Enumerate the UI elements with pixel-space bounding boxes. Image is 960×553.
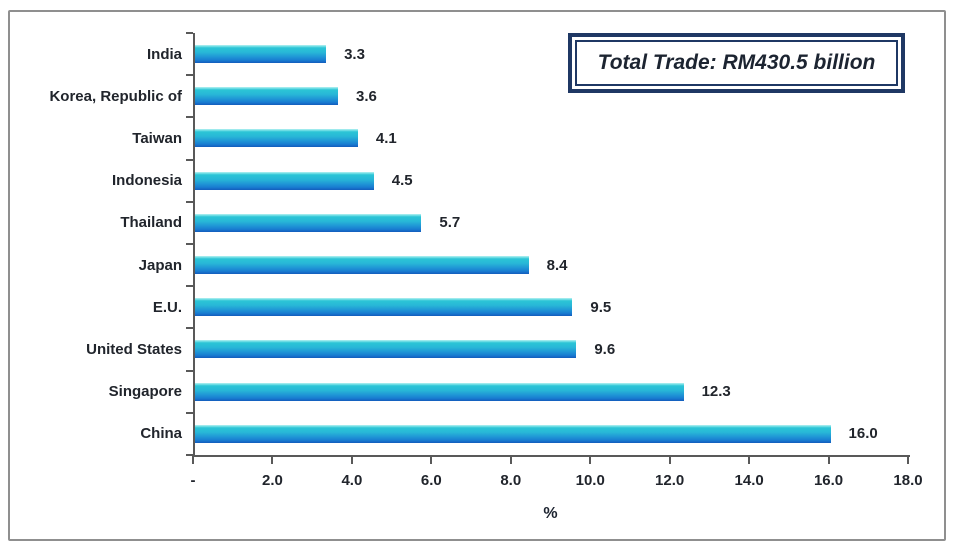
x-axis-title: %: [543, 505, 558, 522]
x-axis-tick-label: 14.0: [734, 472, 764, 489]
x-axis-tick: [430, 455, 433, 464]
category-label: Indonesia: [111, 172, 182, 190]
bar-value-label: 4.1: [375, 129, 397, 147]
category-label: Thailand: [120, 214, 182, 232]
y-axis-tick: [186, 243, 193, 245]
bar: [195, 45, 327, 64]
total-trade-annotation-text: Total Trade: RM430.5 billion: [597, 51, 876, 74]
x-axis-tick: [509, 455, 512, 464]
bar: [195, 171, 374, 190]
y-axis-tick: [186, 32, 193, 34]
x-axis-tick-label: 2.0: [262, 472, 283, 489]
x-axis-tick-label: 8.0: [500, 472, 522, 489]
y-axis-tick: [186, 411, 193, 414]
bar-value-label: 3.6: [356, 87, 377, 105]
bar-value-label: 12.3: [701, 383, 731, 401]
bar-value-label: 16.0: [848, 425, 878, 443]
y-axis-tick: [186, 285, 193, 288]
x-axis-tick-labels: - 2.0 4.0 6.0 8.0 10.0 12.0 14.0 16.0 18.0: [190, 472, 923, 492]
total-trade-annotation-box: Total Trade: RM430.5 billion: [575, 40, 898, 86]
y-axis-tick: [186, 158, 193, 161]
plot-area: 3.3 3.6 4.1 4.5 5.7 8.4 9.5 9.6 12.3 16.0: [186, 32, 910, 457]
x-axis-tick: [350, 455, 353, 464]
y-axis-tick: [186, 74, 193, 77]
category-axis-labels: India Korea, Republic of Taiwan Indonesia Th…: [10, 33, 182, 455]
x-axis-tick-label: 6.0: [420, 472, 442, 489]
bar-value-label: 8.4: [546, 256, 568, 274]
category-label: Singapore: [108, 383, 182, 401]
category-label: Japan: [138, 256, 182, 274]
x-axis-tick-label: 4.0: [341, 472, 363, 489]
category-label: E.U.: [152, 298, 182, 316]
bar-value-label: 9.5: [590, 298, 612, 316]
bar: [195, 340, 577, 359]
x-axis-tick: [827, 455, 830, 464]
bar: [195, 424, 831, 443]
bar-row: 8.4: [195, 244, 910, 286]
y-axis-tick: [186, 116, 193, 119]
bar: [195, 87, 338, 106]
bar-row: 4.1: [195, 117, 910, 159]
bar-value-label: 4.5: [391, 172, 413, 190]
category-label: United States: [86, 340, 182, 358]
bar: [195, 382, 684, 401]
bar-value-label: 3.3: [344, 45, 365, 63]
y-axis-tick: [186, 369, 193, 372]
x-axis-tick-label: 16.0: [813, 472, 844, 489]
bar-row: 9.5: [195, 286, 910, 328]
bar-row: 16.0: [195, 413, 910, 455]
bar: [195, 298, 573, 317]
x-axis-tick: [271, 455, 274, 464]
x-axis-tick-label: 10.0: [575, 472, 605, 489]
bar: [195, 129, 358, 148]
bar-row: 9.6: [195, 328, 910, 370]
bar-row: 12.3: [195, 371, 910, 413]
bar-row: 5.7: [195, 202, 910, 244]
category-label: China: [140, 425, 182, 443]
bar-row: 3.6: [195, 75, 910, 117]
y-axis-tick: [186, 327, 193, 330]
bar-value-label: 9.6: [594, 340, 616, 358]
bar-value-label: 5.7: [439, 214, 461, 232]
x-axis-tick: [748, 455, 751, 464]
category-label: Korea, Republic of: [49, 87, 182, 105]
x-axis-tick: [192, 455, 194, 464]
x-axis-tick: [589, 455, 592, 464]
category-label: India: [146, 45, 182, 63]
x-axis-tick-label: -: [190, 472, 196, 489]
x-axis-tick: [668, 455, 671, 464]
bar: [195, 256, 529, 275]
category-label: Taiwan: [132, 129, 182, 147]
x-axis-tick-label: 18.0: [893, 472, 923, 489]
x-axis-ticks: [192, 455, 909, 464]
chart-frame: [8, 10, 946, 541]
bar-row: 3.3: [195, 33, 910, 75]
y-axis-tick: [186, 454, 193, 456]
x-axis-tick: [907, 455, 909, 464]
y-axis-tick: [186, 200, 193, 203]
bar-row: 4.5: [195, 160, 910, 202]
bar: [195, 213, 422, 232]
x-axis-tick-label: 12.0: [655, 472, 685, 489]
